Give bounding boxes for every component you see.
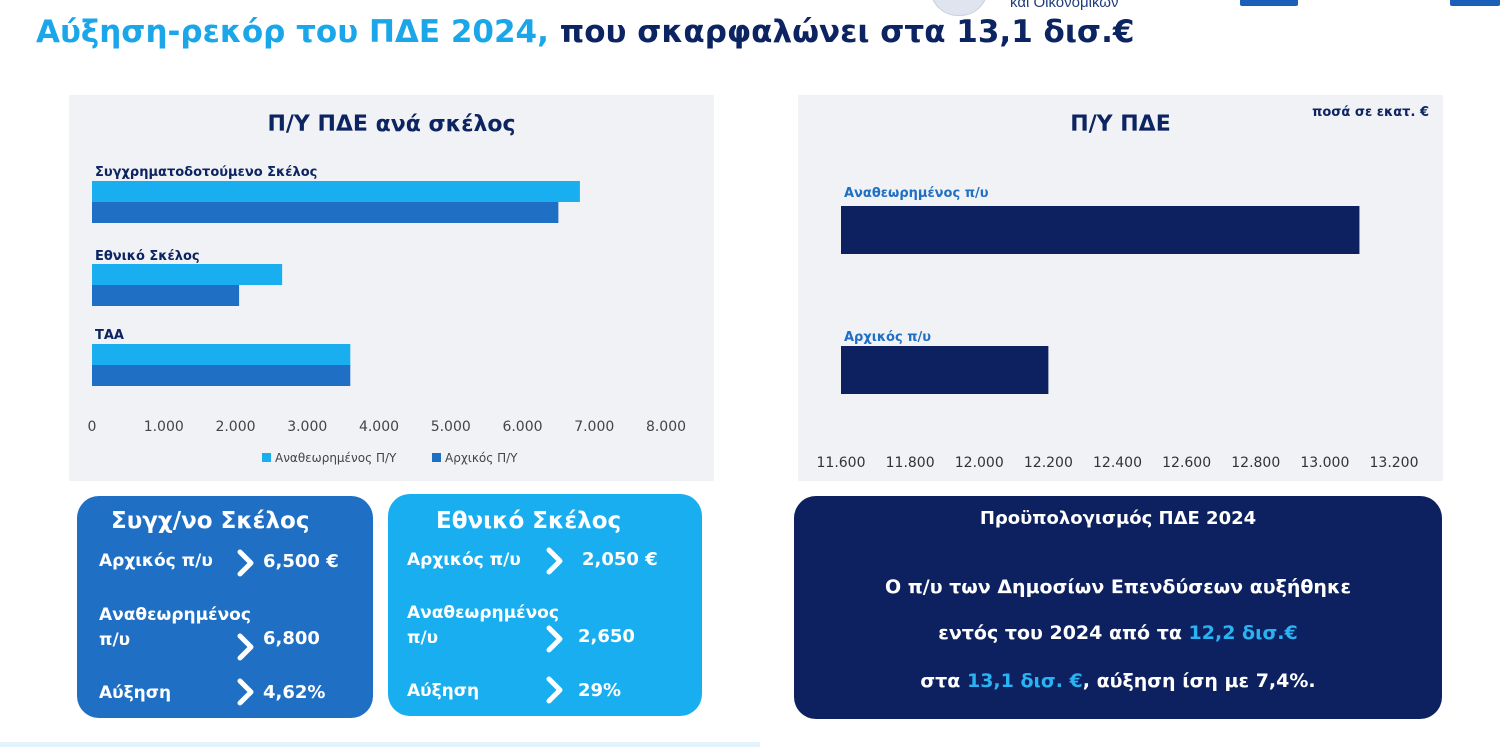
increase-label: Αύξηση (99, 683, 172, 703)
revised-budget-label: Αναθεωρημένος (407, 603, 559, 623)
page-title-rest: που σκαρφαλώνει στα 13,1 δισ.€ (548, 14, 1135, 50)
top-header-strip: και Οικονομικών (0, 0, 1500, 16)
x-tick-label: 11.600 (817, 455, 866, 471)
chevron-right-icon (237, 549, 254, 577)
ministry-name: και Οικονομικών (1010, 0, 1119, 11)
legend-swatch (432, 453, 441, 462)
x-tick-label: 5.000 (431, 419, 471, 435)
bar (92, 344, 351, 365)
page-title: Αύξηση-ρεκόρ του ΠΔΕ 2024, που σκαρφαλών… (36, 14, 1134, 50)
x-tick-label: 4.000 (359, 419, 399, 435)
x-tick-label: 7.000 (574, 419, 614, 435)
bar (92, 181, 580, 202)
header-decoration (1240, 0, 1298, 6)
header-decoration (1450, 0, 1500, 6)
bar (92, 365, 351, 386)
bottom-decoration (0, 742, 760, 747)
initial-budget-label: Αρχικός π/υ (99, 551, 213, 571)
summary-text: εντός του 2024 από τα (938, 622, 1189, 644)
initial-budget-value: 6,500 € (263, 551, 339, 572)
summary-line-1: Ο π/υ των Δημοσίων Επενδύσεων αυξήθηκε (884, 576, 1352, 598)
bar (92, 202, 559, 223)
bar-chart-by-leg: Συγχρηματοδοτούμενο Σκέλος Εθνικό Σκέλος Τ… (88, 165, 687, 465)
chart-title: Π/Υ ΠΔΕ (1070, 112, 1171, 137)
summary-line-2: εντός του 2024 από τα 12,2 δισ.€ (794, 622, 1442, 644)
card-title: Εθνικό Σκέλος (436, 508, 622, 534)
initial-budget-value: 2,050 € (582, 549, 658, 570)
x-tick-label: 12.000 (955, 455, 1004, 471)
cofinanced-leg-card: Συγχ/νο Σκέλος Αρχικός π/υ 6,500 € Αναθε… (77, 496, 373, 718)
increase-value: 4,62% (263, 682, 326, 703)
x-tick-label: 2.000 (215, 419, 255, 435)
x-tick-label: 12.800 (1231, 455, 1280, 471)
category-label: Αναθεωρημένος π/υ (844, 186, 989, 201)
x-tick-label: 11.800 (886, 455, 935, 471)
legend-label: Αναθεωρημένος Π/Υ (275, 451, 397, 465)
revised-budget-label-2: π/υ (99, 630, 131, 650)
x-tick-label: 12.400 (1093, 455, 1142, 471)
summary-text: στα (920, 670, 967, 692)
revised-budget-value: 6,800 (263, 628, 320, 649)
revised-budget-label-2: π/υ (407, 628, 439, 648)
revised-amount: 13,1 δισ. € (966, 670, 1083, 692)
revised-budget-label: Αναθεωρημένος (99, 605, 251, 625)
chevron-right-icon (237, 678, 254, 706)
chart-panel-total: Π/Υ ΠΔΕ ποσά σε εκατ. € Αναθεωρημένος π/… (798, 95, 1443, 481)
category-label: Αρχικός π/υ (844, 330, 931, 345)
x-tick-label: 8.000 (646, 419, 686, 435)
units-note: ποσά σε εκατ. € (1312, 105, 1429, 120)
bar (841, 346, 1049, 394)
bar (92, 264, 283, 285)
category-label: Εθνικό Σκέλος (95, 249, 200, 264)
increase-value: 29% (578, 680, 622, 701)
initial-amount: 12,2 δισ.€ (1188, 622, 1298, 644)
legend-label: Αρχικός Π/Υ (445, 451, 518, 465)
category-label: ΤΑΑ (95, 328, 124, 343)
x-tick-label: 12.200 (1024, 455, 1073, 471)
bar (92, 285, 240, 306)
x-tick-label: 13.000 (1300, 455, 1349, 471)
summary-line-3: στα 13,1 δισ. €, αύξηση ίση με 7,4%. (794, 670, 1442, 692)
chevron-right-icon (546, 676, 563, 704)
chevron-right-icon (237, 633, 254, 661)
summary-text: , αύξηση ίση με 7,4%. (1082, 670, 1316, 692)
x-tick-label: 1.000 (144, 419, 184, 435)
x-tick-label: 6.000 (502, 419, 542, 435)
national-leg-card: Εθνικό Σκέλος Αρχικός π/υ 2,050 € Αναθεω… (388, 494, 702, 716)
page-title-highlight: Αύξηση-ρεκόρ του ΠΔΕ 2024, (36, 14, 549, 50)
budget-summary-card: Προϋπολογισμός ΠΔΕ 2024 Ο π/υ των Δημοσί… (794, 496, 1442, 719)
revised-budget-value: 2,650 (578, 626, 635, 647)
bar (841, 206, 1360, 254)
category-label: Συγχρηματοδοτούμενο Σκέλος (95, 165, 317, 180)
x-tick-label: 3.000 (287, 419, 327, 435)
card-title: Προϋπολογισμός ΠΔΕ 2024 (979, 508, 1257, 529)
chevron-right-icon (546, 547, 563, 575)
x-tick-label: 13.200 (1370, 455, 1419, 471)
chart-panel-by-leg: Π/Υ ΠΔΕ ανά σκέλος Συγχρηματοδοτούμενο Σ… (69, 95, 714, 481)
x-tick-label: 0 (88, 419, 97, 435)
initial-budget-label: Αρχικός π/υ (407, 550, 521, 570)
legend-swatch (262, 453, 271, 462)
bar-chart-total: Αναθεωρημένος π/υ Αρχικός π/υ 11.600 11.800… (817, 186, 1419, 471)
chart-title: Π/Υ ΠΔΕ ανά σκέλος (267, 112, 516, 137)
chevron-right-icon (546, 625, 563, 653)
card-title: Συγχ/νο Σκέλος (111, 508, 310, 534)
x-tick-label: 12.600 (1162, 455, 1211, 471)
increase-label: Αύξηση (407, 681, 480, 701)
